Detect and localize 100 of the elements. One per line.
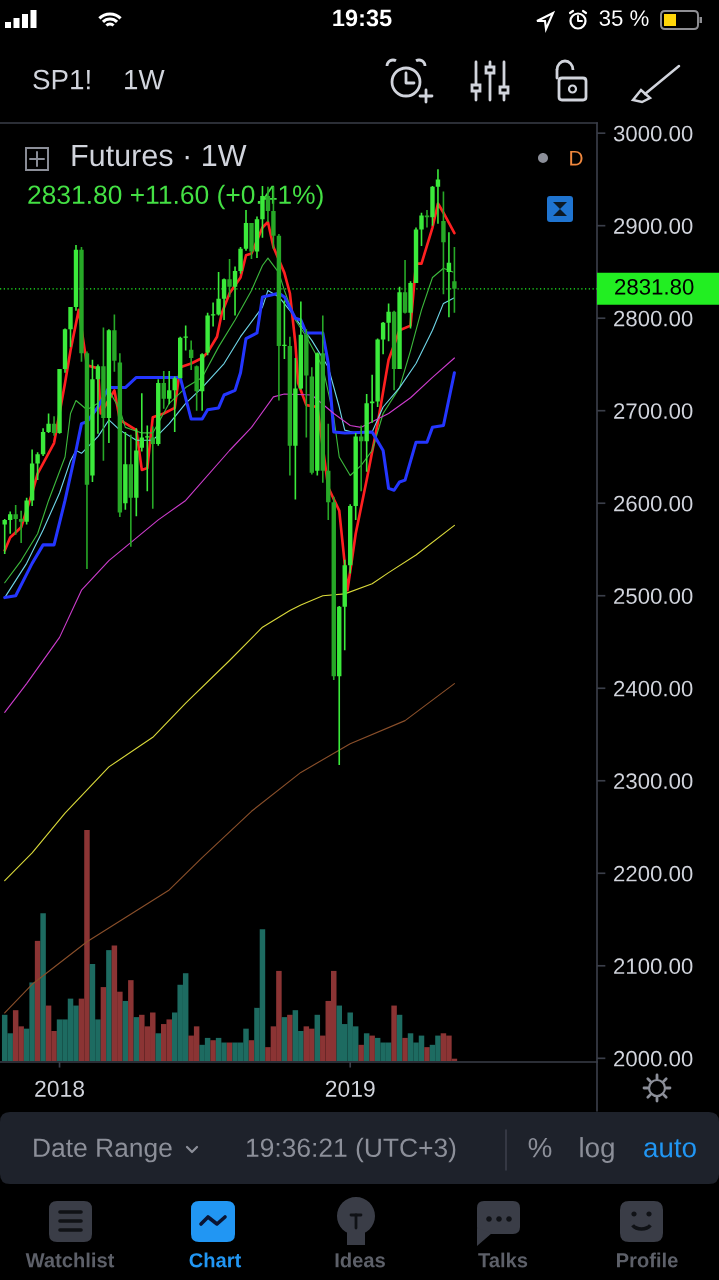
candlestick [161,370,166,409]
candlestick [287,336,293,476]
candlestick [90,359,95,482]
candlestick [238,246,243,274]
candlestick [57,369,62,434]
candlestick [79,246,84,362]
y-tick-label: 2400.00 [614,680,693,697]
candlestick [326,423,331,520]
text: Watchlist [25,1252,115,1268]
candlestick [337,605,342,766]
candlestick [84,351,90,569]
candlestick [375,338,380,408]
candlestick [150,426,155,509]
bar [314,1014,321,1061]
candlestick [243,209,249,251]
candlestick [145,425,150,492]
candlestick [254,216,260,259]
y-tick-label: 2100.00 [614,958,693,975]
text: log [580,1137,614,1163]
candlestick [419,212,424,247]
candlestick [358,425,364,492]
candlestick [342,559,347,651]
text: % [528,1137,552,1158]
candlestick [413,227,419,284]
candlestick [276,234,282,401]
text: Date Range [34,1138,172,1163]
line-series [4,683,455,1014]
ref-line-label: 2831.80 [615,279,694,295]
candlestick [35,452,40,481]
bar [133,1017,140,1061]
candlestick [167,370,172,405]
line-series [4,524,455,882]
line-series [4,357,455,713]
bar [287,1014,293,1061]
candlestick [331,496,336,680]
bar [363,1033,370,1061]
y-tick-label: 2900.00 [614,218,693,234]
candlestick [298,301,304,390]
candlestick [364,394,369,472]
bar [424,1047,430,1061]
text: SP1! [33,69,90,90]
candlestick [353,432,358,520]
y-tick-label: 2800.00 [614,310,693,327]
candlestick [194,365,199,411]
candlestick [7,511,13,534]
candlestick [304,329,309,438]
candlestick [112,314,117,372]
candlestick [408,281,413,329]
bar [396,1014,403,1061]
candlestick [51,416,57,436]
bar [106,950,112,1061]
candlestick [123,431,128,510]
text: Ideas [335,1252,385,1268]
y-tick-label: 2600.00 [614,495,693,512]
candlestick [199,353,205,411]
bar [281,1017,288,1061]
candlestick [40,428,46,457]
candlestick [188,340,194,371]
candlestick [172,376,177,432]
candlestick [402,259,408,314]
candlestick [315,352,320,476]
candlestick [309,367,315,475]
candlestick [134,428,139,517]
y-tick-label: 3000.00 [613,125,693,142]
candlestick [320,315,325,483]
candlestick [46,413,51,433]
candlestick [391,310,397,391]
bar [210,1040,216,1061]
candlestick [24,497,29,525]
candlestick [101,327,106,461]
candlestick [106,329,112,444]
text: Chart [189,1252,242,1268]
bar [402,1037,408,1061]
candlestick [205,312,210,356]
bar [122,1000,129,1061]
candlestick [68,307,73,347]
candlestick [29,449,35,506]
text: 19:36:21 (UTC+3) [247,1137,456,1163]
candlestick [380,321,386,355]
candlestick [369,374,375,423]
candlestick [435,169,441,224]
text: 1W [125,70,165,90]
candlestick [128,434,134,547]
x-tick-label: 2019 [325,1080,375,1097]
candlestick [156,379,161,446]
text: Profile [617,1252,678,1268]
candlestick [424,209,430,228]
bar [40,913,46,1061]
candlestick [446,232,452,318]
bar [391,1005,397,1061]
y-tick-label: 2500.00 [614,588,693,605]
y-tick-label: 2000.00 [614,1050,693,1067]
text: auto [644,1139,696,1158]
x-tick-label: 2018 [35,1080,85,1097]
candlestick [232,266,238,316]
candlestick [62,328,68,373]
text: 35 % [599,10,649,26]
candlestick [293,357,298,500]
y-tick-label: 2700.00 [614,403,693,419]
bar [155,1033,161,1061]
